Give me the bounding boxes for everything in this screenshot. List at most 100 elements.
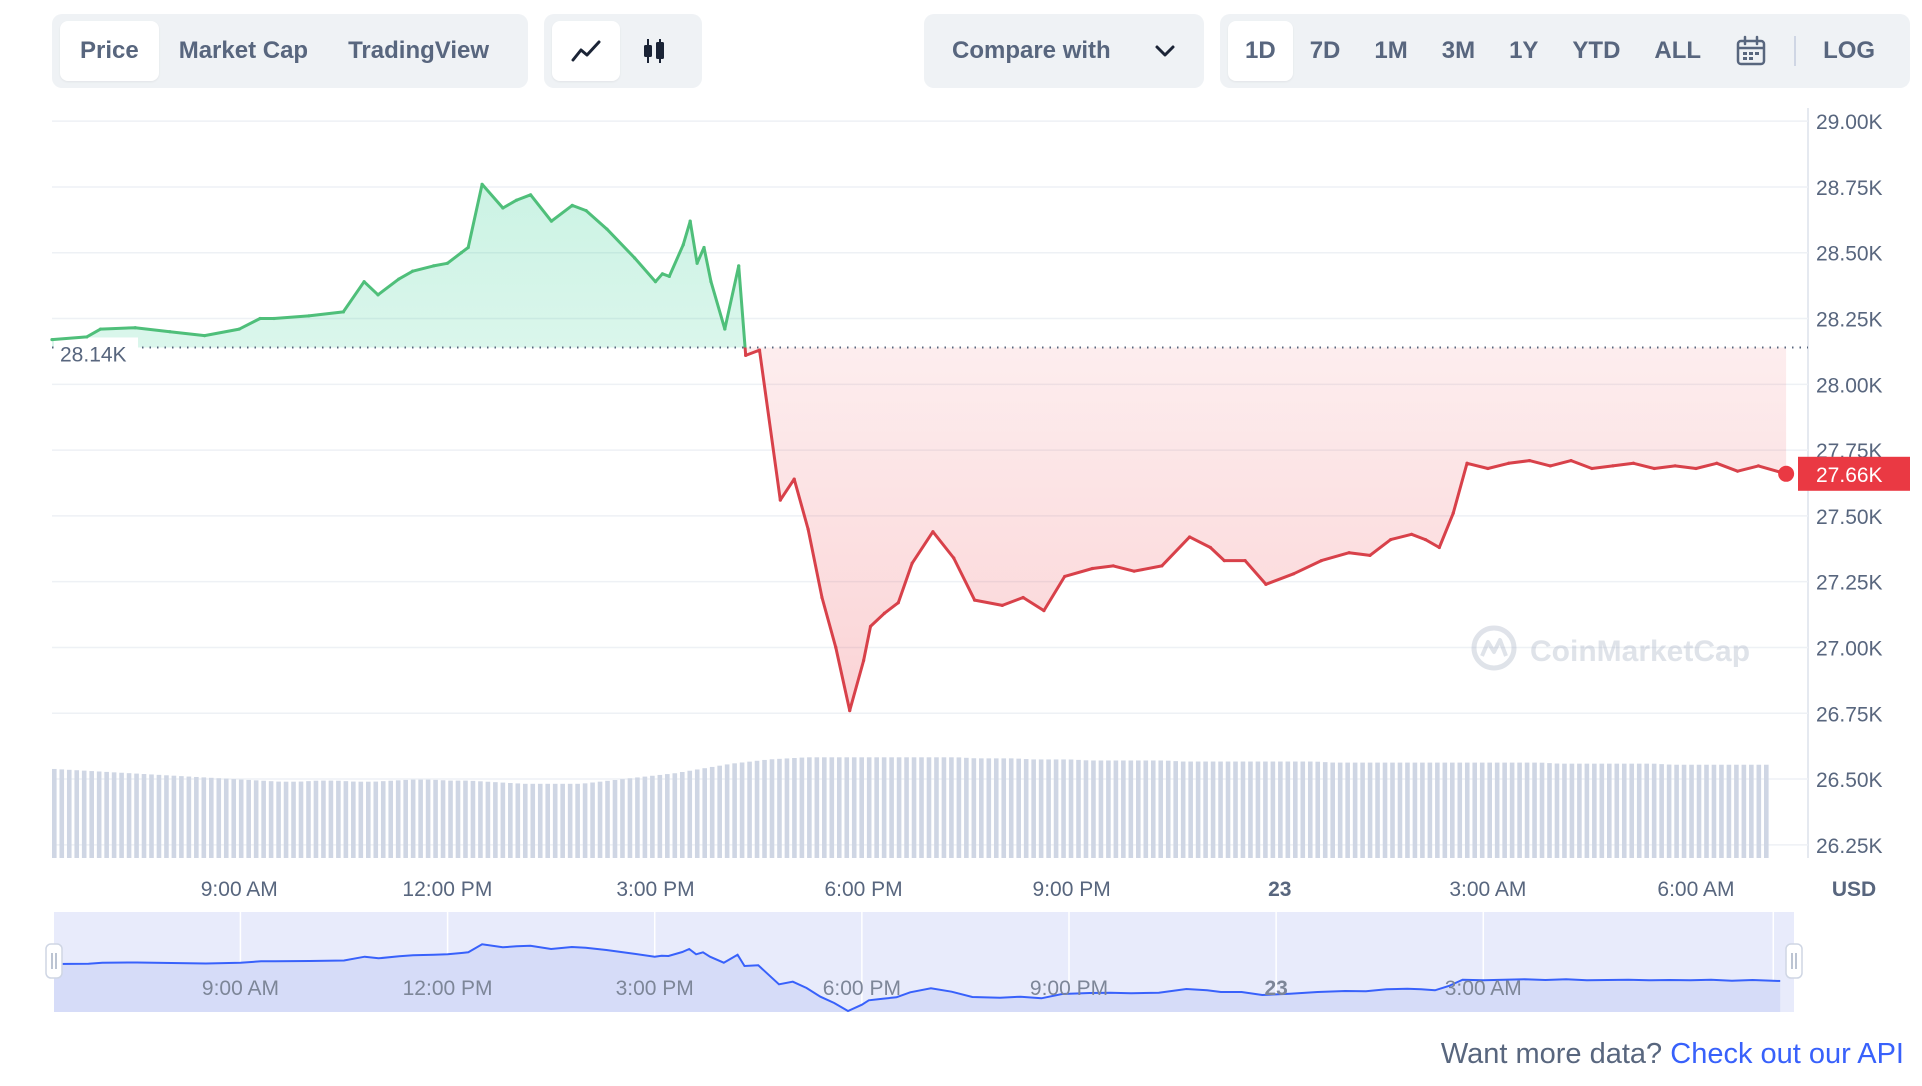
volume-bar — [1494, 762, 1500, 858]
range-7d[interactable]: 7D — [1309, 37, 1341, 64]
price-point — [85, 335, 89, 339]
price-point — [237, 327, 241, 331]
volume-bar — [1031, 759, 1036, 858]
volume-bar — [410, 779, 416, 858]
volume-bar — [1008, 758, 1014, 858]
range-navigator[interactable]: 9:00 AM 12:00 PM 3:00 PM 6:00 PM 9:00 PM 23 3:… — [45, 912, 1803, 1013]
tab-market-cap[interactable]: Market Cap — [178, 37, 309, 64]
x-tick-label: 3:00 PM — [616, 878, 694, 901]
volume-bar — [1726, 764, 1732, 858]
volume-bar — [493, 782, 498, 858]
range-3m[interactable]: 3M — [1441, 37, 1476, 64]
volume-bar — [149, 774, 154, 858]
volume-bar — [1375, 762, 1380, 858]
volume-bar — [1599, 763, 1605, 858]
volume-bar — [365, 781, 371, 858]
volume-bar — [657, 774, 663, 858]
navigator-area — [54, 944, 1781, 1012]
volume-bar — [1764, 764, 1769, 858]
volume-bar — [1128, 760, 1134, 858]
volume-bar — [418, 779, 423, 858]
volume-bar — [1636, 763, 1642, 858]
current-price-tag: 27.66K — [1798, 456, 1910, 491]
tab-price[interactable]: Price — [60, 21, 159, 81]
range-1d[interactable]: 1D — [1228, 21, 1293, 81]
volume-bar — [1352, 762, 1358, 858]
price-point — [702, 245, 706, 250]
area-below-reference — [52, 347, 1787, 711]
volume-bar — [1367, 762, 1373, 858]
volume-bar — [164, 775, 169, 858]
volume-bar — [1420, 762, 1425, 858]
volume-bar — [1203, 761, 1208, 858]
volume-bar — [291, 781, 296, 858]
volume-bar — [111, 772, 117, 858]
volume-bar — [1719, 764, 1724, 858]
price-point — [397, 277, 401, 281]
volume-bar — [328, 780, 334, 858]
price-point — [882, 611, 886, 615]
currency-label: USD — [1832, 878, 1876, 901]
volume-bar — [829, 757, 835, 858]
volume-bar — [650, 775, 655, 858]
volume-bar — [1681, 764, 1687, 858]
range-ytd[interactable]: YTD — [1572, 37, 1621, 64]
volume-bar — [1749, 764, 1754, 858]
price-point — [570, 203, 574, 207]
volume-bars — [52, 757, 1769, 858]
range-all[interactable]: ALL — [1654, 37, 1702, 64]
volume-bar — [403, 779, 408, 858]
price-area-fill — [52, 184, 1787, 711]
volume-bar — [1263, 761, 1268, 858]
api-link[interactable]: Check out our API — [1670, 1038, 1904, 1070]
current-price-tag-label: 27.66K — [1816, 464, 1883, 487]
price-point — [1243, 559, 1247, 563]
current-price-dot — [1778, 465, 1795, 482]
volume-bar — [1487, 762, 1492, 858]
price-point — [688, 219, 692, 223]
volume-bar — [777, 758, 782, 858]
range-1y[interactable]: 1Y — [1509, 37, 1539, 64]
volume-bar — [799, 757, 805, 858]
navigator-handle-right[interactable] — [1785, 943, 1803, 979]
x-tick-label: 9:00 AM — [201, 878, 278, 901]
tab-tradingview[interactable]: TradingView — [348, 37, 490, 64]
volume-bar — [1457, 762, 1463, 858]
volume-bar — [171, 775, 177, 858]
price-point — [605, 227, 609, 231]
range-1m[interactable]: 1M — [1374, 37, 1408, 64]
compare-with-dropdown[interactable]: Compare with — [924, 14, 1204, 88]
log-scale-toggle[interactable]: LOG — [1823, 37, 1876, 64]
volume-bar — [1397, 762, 1403, 858]
price-point — [1465, 461, 1469, 465]
volume-bar — [1711, 764, 1717, 858]
navigator-handle-left[interactable] — [45, 943, 63, 979]
volume-bar — [1532, 762, 1537, 858]
price-point — [1292, 572, 1296, 576]
volume-bar — [1666, 764, 1672, 858]
volume-bar — [1158, 760, 1164, 858]
date-picker-button[interactable] — [1718, 21, 1784, 81]
candlestick-button[interactable] — [620, 21, 688, 81]
volume-bar — [388, 780, 394, 858]
volume-bar — [246, 779, 251, 858]
volume-bar — [605, 780, 610, 858]
volume-bar — [732, 763, 737, 858]
volume-bar — [949, 757, 954, 858]
volume-bar — [1405, 762, 1410, 858]
price-point — [757, 348, 762, 352]
volume-bar — [941, 757, 947, 858]
price-point — [744, 353, 748, 357]
price-point — [633, 256, 637, 260]
navigator-tick-label: 3:00 AM — [1445, 977, 1522, 1000]
volume-bar — [1427, 762, 1433, 858]
volume-bar — [321, 780, 326, 858]
volume-bar — [1539, 762, 1545, 858]
volume-bar — [807, 757, 812, 858]
price-chart[interactable]: CoinMarketCap 28.14K 29.00K 28.75K 28.50K 2… — [0, 0, 1922, 1030]
y-tick-label: 28.75K — [1816, 177, 1883, 200]
line-chart-button[interactable] — [552, 21, 620, 81]
reference-price-label-bg — [54, 337, 138, 368]
metric-tab-group: Price Market Cap TradingView — [52, 14, 528, 88]
volume-bar — [336, 780, 341, 858]
